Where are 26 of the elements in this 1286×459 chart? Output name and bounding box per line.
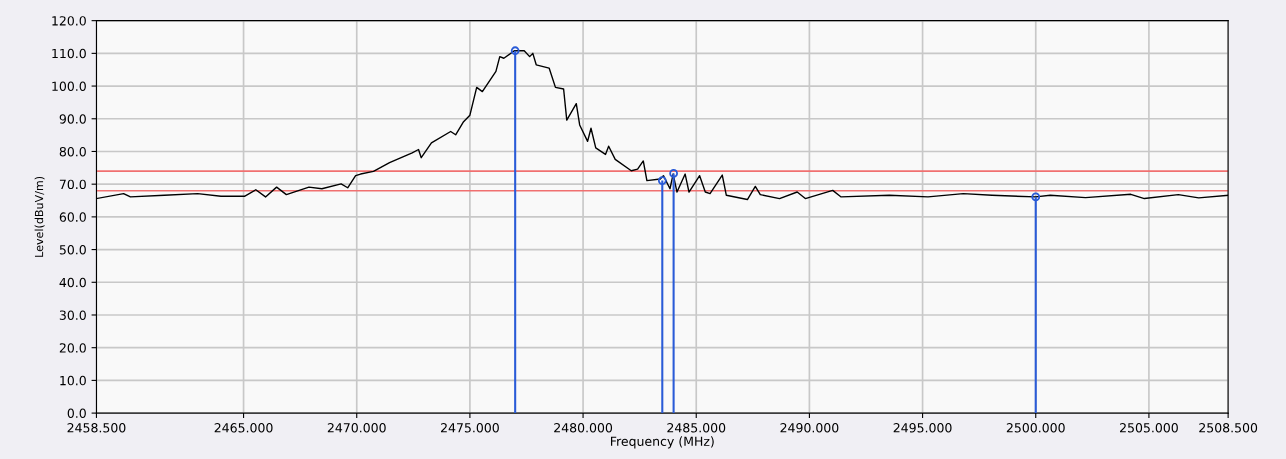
y-tick-label: 10.0	[60, 375, 86, 386]
y-tick-label: 110.0	[52, 48, 86, 59]
x-tick-label: 2470.000	[327, 423, 386, 433]
x-tick-label: 2500.000	[1006, 423, 1065, 433]
y-tick-label: 50.0	[59, 245, 86, 255]
y-tick-label: 80.0	[59, 146, 86, 157]
x-tick-label: 2480.000	[554, 423, 613, 433]
y-axis-title: Level(dBuV/m)	[34, 176, 45, 257]
x-tick-label: 2508.500	[1199, 423, 1258, 433]
y-tick-label: 120.0	[52, 16, 86, 26]
x-tick-label: 2505.000	[1120, 423, 1178, 433]
y-tick-label: 90.0	[59, 114, 86, 124]
y-tick-label: 30.0	[59, 310, 86, 320]
x-tick-label: 2490.000	[780, 423, 839, 433]
y-tick-label: 70.0	[59, 179, 86, 190]
x-tick-label: 2495.000	[893, 423, 952, 433]
x-tick-label: 2465.000	[214, 423, 273, 433]
y-tick-label: 100.0	[52, 81, 86, 91]
x-tick-label: 2458.500	[67, 423, 126, 433]
x-tick-label: 2475.000	[441, 423, 499, 433]
y-tick-label: 40.0	[59, 277, 86, 288]
x-axis-title: Frequency (MHz)	[610, 436, 714, 449]
y-tick-label: 0.0	[67, 408, 86, 419]
x-tick-label: 2485.000	[667, 423, 726, 433]
y-tick-label: 60.0	[59, 212, 86, 222]
y-tick-label: 20.0	[59, 343, 86, 353]
